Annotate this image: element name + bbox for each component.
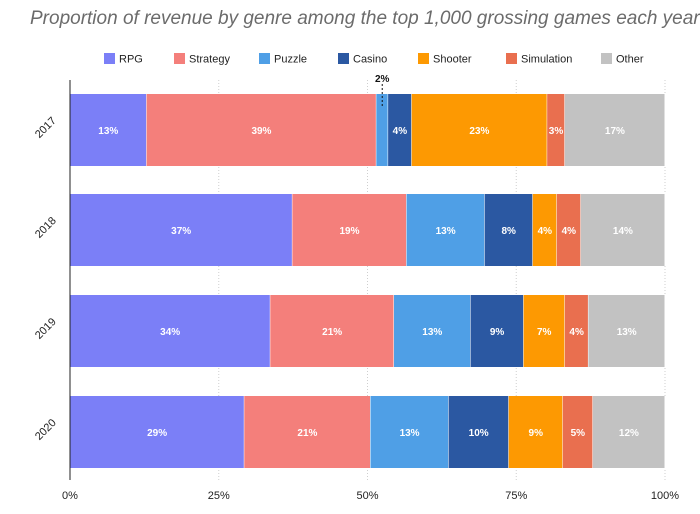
bars — [70, 94, 666, 468]
x-tick-label: 100% — [651, 490, 679, 502]
callout: 2% — [375, 74, 390, 106]
bar-segment-rpg-2018 — [70, 194, 293, 266]
data-label-rpg-2018: 37% — [171, 226, 191, 237]
bar-segment-other-2017 — [564, 94, 665, 166]
legend-swatch-shooter — [418, 53, 429, 64]
data-label-simulation-2018: 4% — [562, 226, 577, 237]
legend-label-casino: Casino — [353, 54, 387, 66]
legend-swatch-puzzle — [259, 53, 270, 64]
legend-swatch-casino — [338, 53, 349, 64]
data-label-casino-2019: 9% — [490, 327, 505, 338]
bar-segment-casino-2018 — [484, 194, 533, 266]
data-label-other-2019: 13% — [617, 327, 637, 338]
bar-segment-strategy-2020 — [244, 396, 371, 468]
data-label-other-2020: 12% — [619, 428, 639, 439]
chart-title: Proportion of revenue by genre among the… — [30, 8, 700, 29]
legend-label-other: Other — [616, 54, 644, 66]
bar-segment-shooter-2018 — [532, 194, 557, 266]
bar-segment-puzzle-2017 — [376, 94, 389, 166]
data-label-other-2017: 17% — [605, 126, 625, 137]
bar-segment-other-2018 — [580, 194, 665, 266]
data-label-rpg-2017: 13% — [98, 126, 118, 137]
data-label-shooter-2019: 7% — [537, 327, 552, 338]
data-label-strategy-2019: 21% — [322, 327, 342, 338]
bar-segment-rpg-2020 — [70, 396, 245, 468]
data-label-casino-2018: 8% — [502, 226, 517, 237]
bar-segment-casino-2019 — [470, 295, 524, 367]
x-tick-label: 0% — [62, 490, 78, 502]
data-label-puzzle-2020: 13% — [400, 428, 420, 439]
data-label-rpg-2019: 34% — [160, 327, 180, 338]
bar-segment-simulation-2020 — [562, 396, 593, 468]
bar-segment-casino-2017 — [388, 94, 412, 166]
data-label-shooter-2017: 23% — [469, 126, 489, 137]
data-label-casino-2017: 4% — [393, 126, 408, 137]
data-label-puzzle-2019: 13% — [422, 327, 442, 338]
bar-segment-shooter-2017 — [411, 94, 548, 166]
bar-segment-puzzle-2020 — [370, 396, 449, 468]
legend-label-simulation: Simulation — [521, 54, 572, 66]
category-label-2019: 2019 — [33, 316, 59, 342]
data-label-simulation-2019: 4% — [569, 327, 584, 338]
data-label-shooter-2020: 9% — [529, 428, 544, 439]
bar-segment-puzzle-2018 — [406, 194, 485, 266]
bar-segment-strategy-2018 — [292, 194, 407, 266]
data-label-puzzle-2018: 13% — [436, 226, 456, 237]
category-label-2020: 2020 — [33, 417, 59, 443]
bar-segment-puzzle-2019 — [394, 295, 471, 367]
x-tick-label: 25% — [208, 490, 230, 502]
data-label-casino-2020: 10% — [469, 428, 489, 439]
legend-label-strategy: Strategy — [189, 54, 230, 66]
legend-swatch-rpg — [104, 53, 115, 64]
bar-segment-rpg-2019 — [70, 295, 271, 367]
data-label-strategy-2018: 19% — [339, 226, 359, 237]
legend: RPG Strategy Puzzle Casino Shooter Simulation… — [104, 53, 644, 66]
data-label-rpg-2020: 29% — [147, 428, 167, 439]
bar-segment-other-2019 — [588, 295, 665, 367]
bar-segment-other-2020 — [592, 396, 665, 468]
bar-segment-shooter-2020 — [508, 396, 563, 468]
data-label-simulation-2017: 3% — [549, 126, 564, 137]
callout-label: 2% — [375, 74, 390, 85]
bar-segment-shooter-2019 — [523, 295, 565, 367]
bar-segment-rpg-2017 — [70, 94, 147, 166]
data-label-strategy-2020: 21% — [297, 428, 317, 439]
x-tick-label: 75% — [505, 490, 527, 502]
data-labels: 13% 39% 4% 23% 3% 17% 37% 19% 13% 8% 4% 4% 14% 34% 21%… — [98, 126, 639, 439]
data-label-simulation-2020: 5% — [571, 428, 586, 439]
bar-segment-simulation-2018 — [556, 194, 581, 266]
legend-label-shooter: Shooter — [433, 54, 472, 66]
legend-swatch-other — [601, 53, 612, 64]
x-tick-label: 50% — [356, 490, 378, 502]
legend-label-rpg: RPG — [119, 54, 143, 66]
bar-segment-simulation-2017 — [547, 94, 565, 166]
category-label-2017: 2017 — [33, 115, 59, 141]
legend-swatch-simulation — [506, 53, 517, 64]
legend-swatch-strategy — [174, 53, 185, 64]
data-label-shooter-2018: 4% — [538, 226, 553, 237]
legend-label-puzzle: Puzzle — [274, 54, 307, 66]
bar-segment-strategy-2017 — [146, 94, 377, 166]
data-label-other-2018: 14% — [613, 226, 633, 237]
category-label-2018: 2018 — [33, 215, 59, 241]
data-label-strategy-2017: 39% — [251, 126, 271, 137]
bar-segment-simulation-2019 — [564, 295, 589, 367]
bar-segment-casino-2020 — [448, 396, 509, 468]
bar-segment-strategy-2019 — [270, 295, 395, 367]
